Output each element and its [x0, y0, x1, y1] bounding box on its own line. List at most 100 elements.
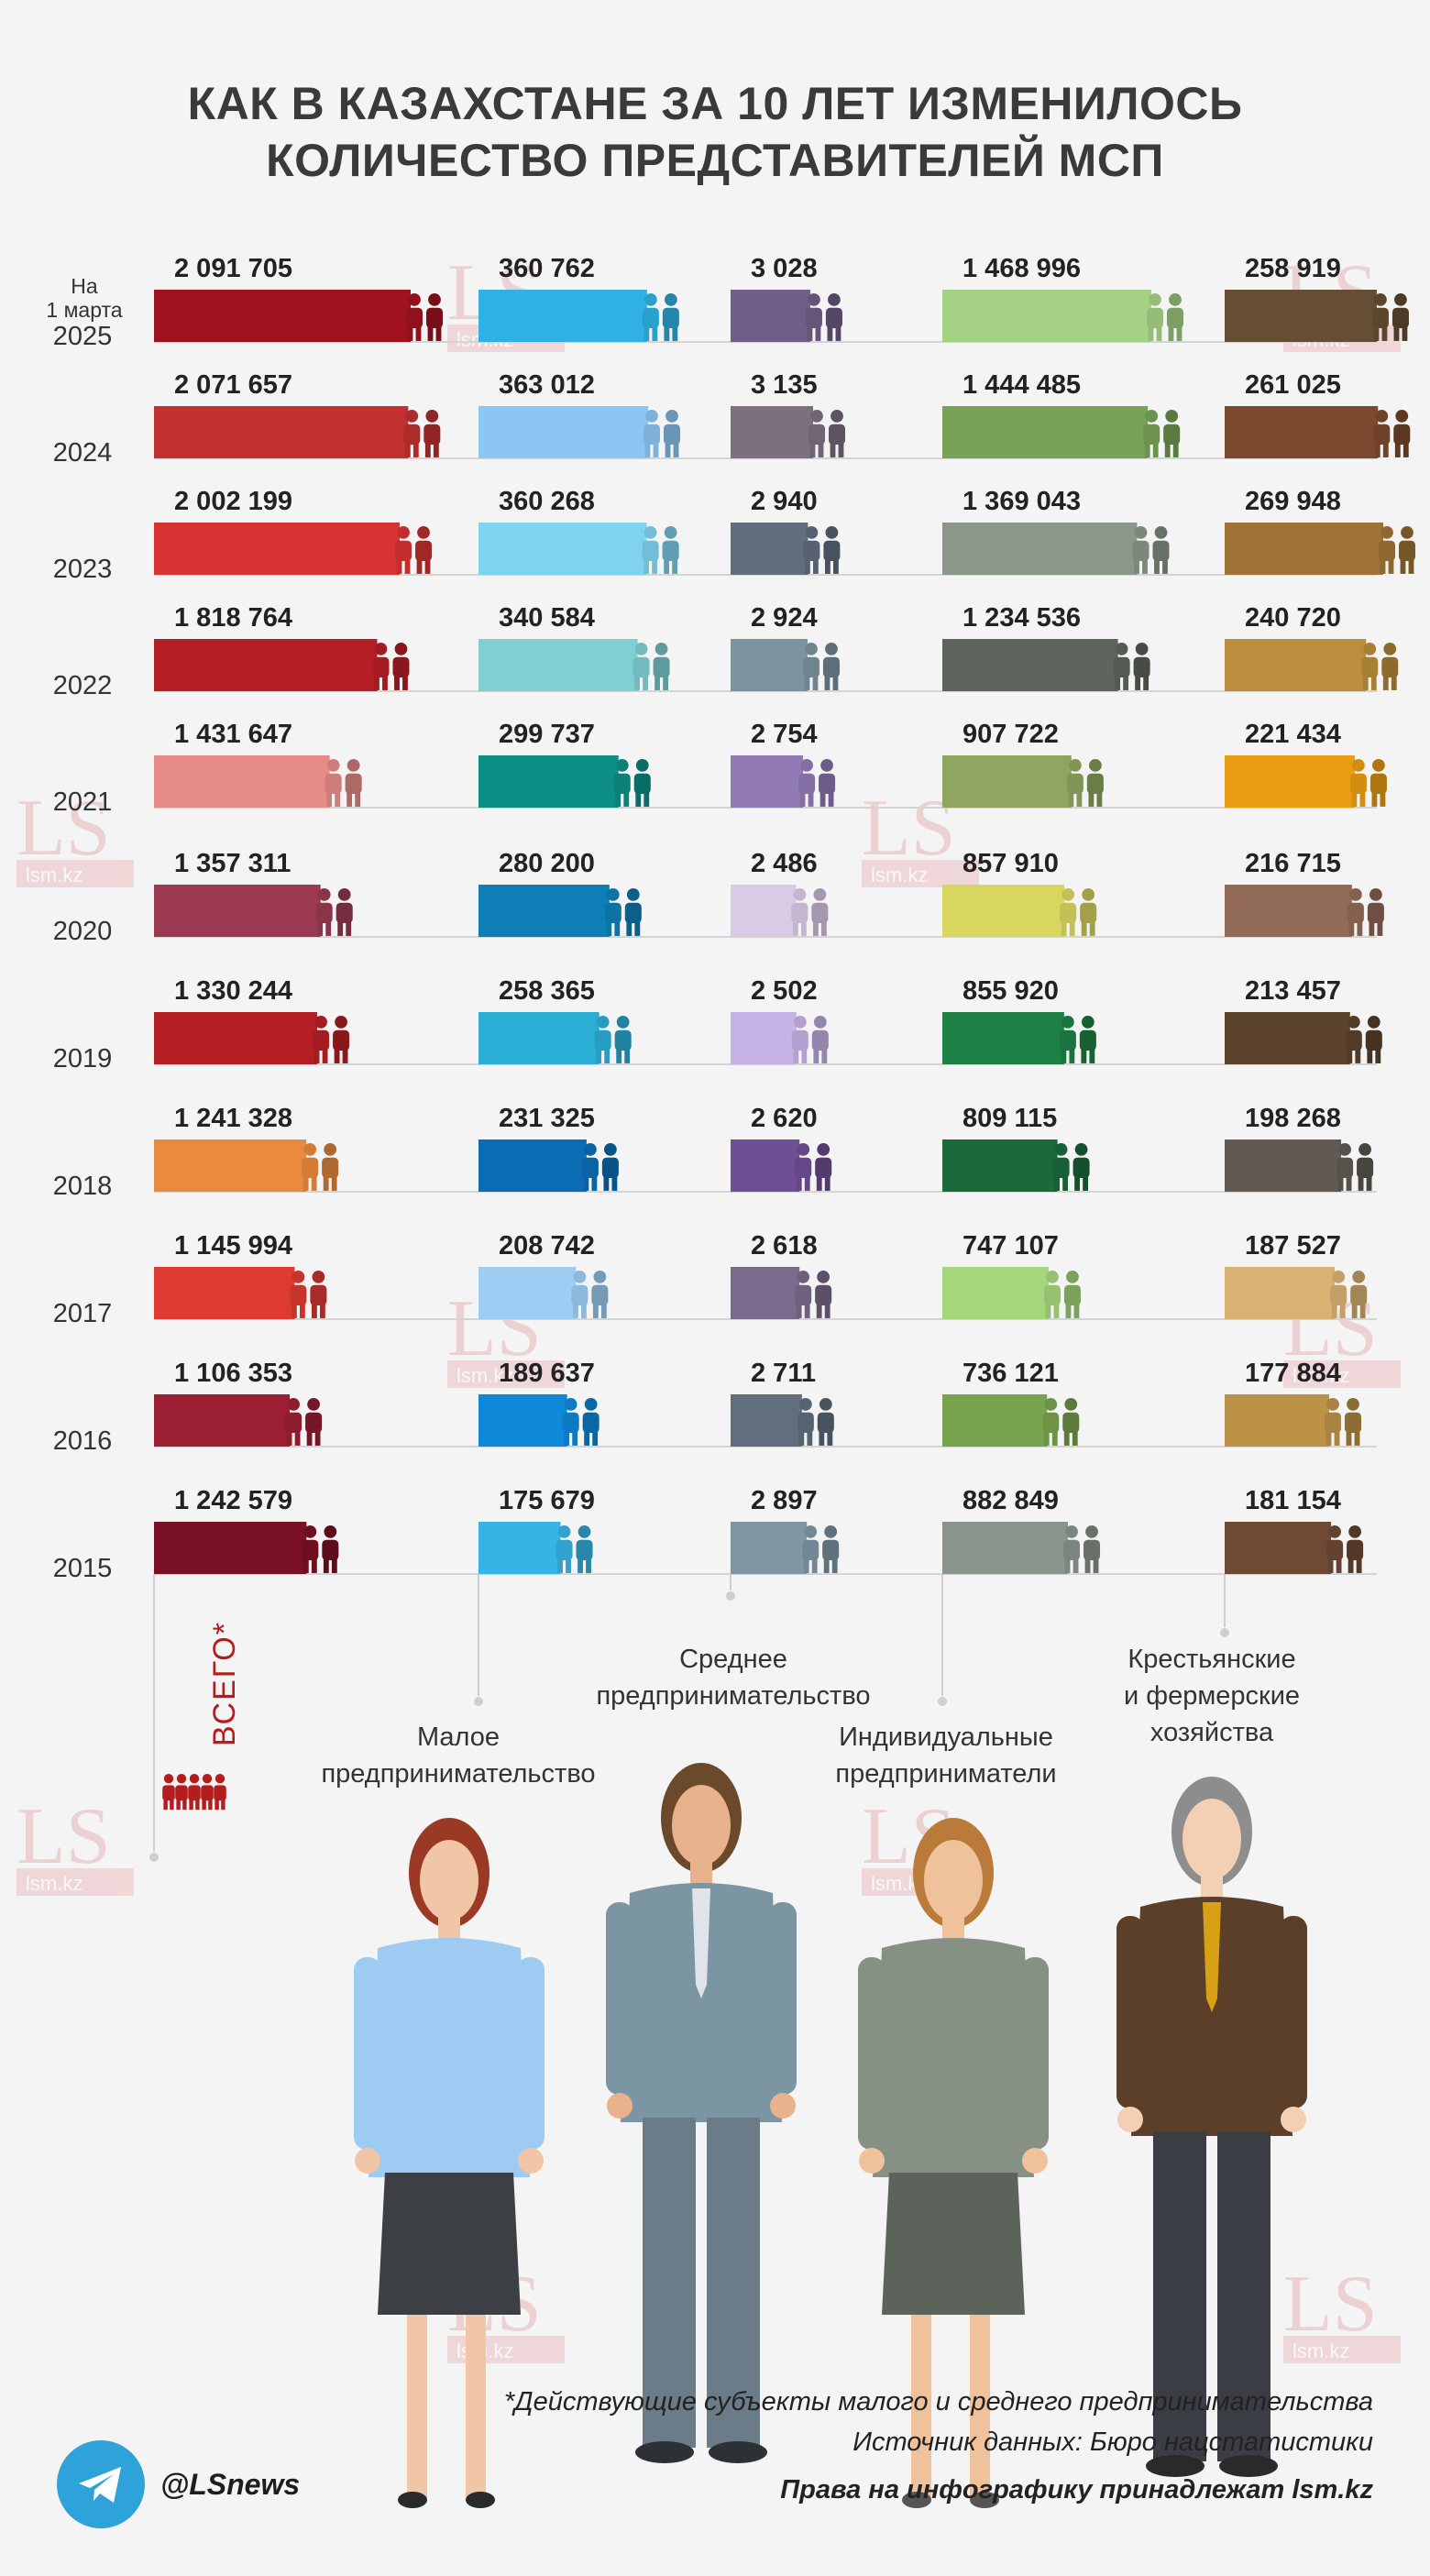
bar — [731, 290, 810, 342]
bar-value-label: 299 737 — [499, 720, 595, 749]
person-head — [1328, 1525, 1341, 1538]
person-leg — [221, 1796, 226, 1811]
person-head — [635, 759, 649, 772]
bar — [731, 406, 813, 458]
person-body — [285, 1412, 302, 1434]
person-leg — [804, 1172, 810, 1191]
person-head — [1064, 1398, 1078, 1411]
bar-group — [154, 523, 433, 575]
person-leg — [1144, 439, 1150, 457]
figure-jacket — [873, 1938, 1034, 2177]
person-leg — [578, 1555, 583, 1573]
person-head — [1165, 410, 1179, 423]
bar-value-label: 360 268 — [499, 487, 595, 516]
person-body — [1347, 1539, 1364, 1561]
person-head — [1372, 759, 1385, 772]
person-body — [1361, 656, 1379, 678]
bar — [942, 1139, 1058, 1192]
person-head — [573, 1271, 587, 1283]
bar — [942, 406, 1149, 458]
person-leg — [416, 556, 423, 574]
person-leg — [1393, 323, 1400, 341]
person-leg — [813, 1045, 820, 1063]
person-body — [642, 307, 659, 329]
social-handle[interactable]: @LSnews — [160, 2468, 301, 2501]
small-business-label-line-2: предпринимательство — [321, 1759, 596, 1789]
individual-entrepreneurs-label-line-1: Индивидуальные — [839, 1723, 1053, 1752]
bar-group — [731, 1139, 832, 1192]
footnote-note: *Действующие субъекты малого и среднего … — [503, 2387, 1373, 2416]
bar-group — [942, 523, 1170, 575]
person-head — [664, 293, 677, 306]
bar — [731, 1139, 800, 1192]
total-category-label: ВСЕГО* — [207, 1621, 242, 1746]
person-leg — [664, 556, 670, 574]
bar-group — [1225, 1267, 1368, 1319]
person-leg — [1339, 1300, 1346, 1318]
person-body — [1143, 424, 1160, 446]
bar — [1225, 406, 1379, 458]
person-leg — [796, 1172, 802, 1191]
person-leg — [424, 439, 431, 457]
person-leg — [1176, 323, 1182, 341]
bar-value-label: 258 919 — [1245, 254, 1341, 283]
person-leg — [1088, 788, 1094, 807]
person-leg — [346, 788, 353, 807]
person-body — [1371, 307, 1389, 329]
person-leg — [214, 1796, 219, 1811]
person-head — [800, 759, 813, 772]
person-head — [346, 759, 360, 772]
person-leg — [1069, 1045, 1075, 1063]
person-leg — [189, 1796, 193, 1811]
page-title: КАК В КАЗАХСТАНЕ ЗА 10 ЛЕТ ИЗМЕНИЛОСЬ КО… — [0, 75, 1430, 189]
person-body — [315, 902, 333, 924]
figure-trouser-leg — [707, 2118, 760, 2448]
person-leg — [1380, 788, 1386, 807]
person-leg — [1051, 1427, 1058, 1446]
person-leg — [793, 1045, 799, 1063]
person-body — [1326, 1539, 1344, 1561]
person-body — [1365, 1029, 1382, 1051]
person-body — [1349, 773, 1367, 795]
bar — [1225, 1522, 1332, 1574]
person-leg — [1408, 556, 1414, 574]
year-label: 2020 — [53, 917, 113, 946]
bar — [154, 406, 409, 458]
small-business-label-line-1: Малое — [416, 1723, 500, 1752]
bar-group — [942, 639, 1150, 691]
person-leg — [433, 439, 439, 457]
bar-value-label: 360 762 — [499, 254, 595, 283]
bar-value-label: 189 637 — [499, 1359, 595, 1388]
bar-group — [478, 290, 679, 342]
bar-group — [731, 1522, 840, 1574]
person-head — [428, 293, 441, 306]
bar — [731, 1394, 802, 1447]
bar-group — [1225, 1012, 1382, 1064]
person-head — [1088, 759, 1102, 772]
bar — [154, 1012, 318, 1064]
telegram-icon[interactable] — [57, 2440, 145, 2528]
person-leg — [831, 1555, 838, 1573]
person-body — [1063, 1539, 1081, 1561]
person-leg — [1061, 918, 1067, 936]
person-head — [793, 1016, 807, 1029]
figure-jacket — [1131, 1897, 1292, 2136]
person-leg — [323, 1172, 329, 1191]
person-head — [593, 1271, 607, 1283]
person-body — [632, 656, 650, 678]
person-body — [811, 1029, 829, 1051]
person-leg — [1381, 323, 1388, 341]
bar — [478, 1522, 561, 1574]
figure-hand — [1022, 2148, 1048, 2174]
person-body — [1344, 1412, 1362, 1434]
person-head — [1085, 1525, 1098, 1538]
bar-group — [1225, 1394, 1362, 1447]
person-leg — [804, 556, 810, 574]
person-body — [601, 1157, 619, 1179]
person-leg — [1371, 788, 1378, 807]
bar — [1225, 755, 1355, 808]
person-body — [1393, 424, 1411, 446]
watermark-band — [16, 1868, 134, 1896]
person-leg — [323, 1555, 329, 1573]
person-leg — [572, 1300, 578, 1318]
